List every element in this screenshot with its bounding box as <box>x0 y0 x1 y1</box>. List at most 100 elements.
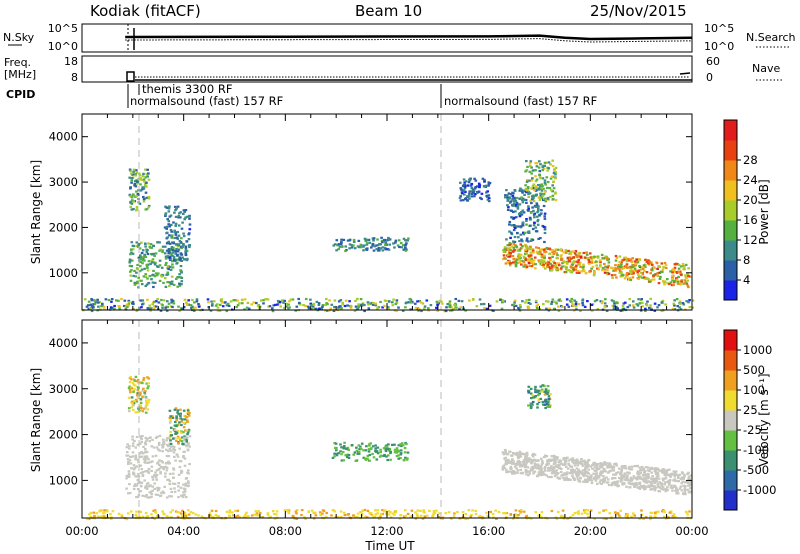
velocity-cell <box>399 449 403 452</box>
velocity-cell <box>399 443 402 446</box>
velocity-cell <box>186 443 189 446</box>
power-cell <box>469 184 473 187</box>
power-cell <box>151 258 155 261</box>
power-cell <box>589 256 593 259</box>
velocity-cell <box>688 480 692 483</box>
power-cell <box>141 299 145 302</box>
power-cell <box>506 247 510 250</box>
velocity-cell <box>161 466 165 469</box>
velocity-cell <box>600 464 603 467</box>
power-cell <box>158 241 161 244</box>
velocity-cell <box>515 467 518 470</box>
power-cell <box>522 233 526 236</box>
velocity-cell <box>366 509 370 512</box>
velocity-colorbar-swatch <box>724 390 737 411</box>
velocity-cell <box>546 459 549 462</box>
power-cell <box>511 194 515 197</box>
power-cell <box>87 300 91 303</box>
power-cell <box>549 177 553 180</box>
velocity-cell <box>187 481 190 485</box>
velocity-cell <box>183 464 187 467</box>
power-cell <box>510 224 514 227</box>
power-cell <box>507 206 510 209</box>
power-cell <box>532 194 535 197</box>
velocity-cell <box>397 444 401 447</box>
velocity-cell <box>154 476 158 479</box>
velocity-cell <box>169 449 173 452</box>
power-cell <box>150 278 153 281</box>
power-cell <box>367 238 371 241</box>
power-cell <box>152 244 155 248</box>
power-cell <box>472 190 475 193</box>
power-cell <box>337 243 341 246</box>
velocity-cell <box>177 413 180 416</box>
power-cell <box>188 215 191 218</box>
power-cell <box>620 267 624 270</box>
velocity-cell <box>356 452 360 455</box>
velocity-cell <box>581 469 585 472</box>
power-cell <box>436 309 440 312</box>
velocity-cell <box>447 511 451 514</box>
velocity-cell <box>138 435 142 438</box>
power-cell <box>172 221 175 224</box>
power-cell <box>595 299 599 302</box>
velocity-cell <box>617 514 621 517</box>
power-cell <box>151 281 155 284</box>
power-cell <box>164 212 168 215</box>
velocity-cell <box>404 514 408 517</box>
power-cell <box>158 264 162 267</box>
velocity-cell <box>653 489 657 492</box>
velocity-cell <box>393 443 396 446</box>
power-cell <box>142 195 145 199</box>
power-cell <box>559 299 563 302</box>
power-cell <box>593 271 596 275</box>
velocity-cell <box>147 382 150 385</box>
power-cell <box>671 307 675 310</box>
velocity-cell <box>146 376 149 379</box>
velocity-cell <box>540 457 543 460</box>
velocity-cell <box>619 480 623 483</box>
velocity-cell <box>504 462 508 465</box>
velocity-cell <box>634 481 638 485</box>
velocity-cell <box>545 474 548 477</box>
power-cell <box>375 248 378 251</box>
velocity-cell <box>547 397 551 400</box>
power-cell <box>630 267 633 270</box>
power-cell <box>543 179 547 182</box>
power-cell <box>606 266 610 269</box>
velocity-cell <box>517 513 520 517</box>
velocity-cell <box>542 456 546 459</box>
power-cell <box>649 279 652 282</box>
power-cell <box>618 260 621 264</box>
power-cell <box>508 201 512 204</box>
power-cell <box>182 306 186 309</box>
velocity-cell <box>546 392 549 395</box>
velocity-cell <box>330 514 333 517</box>
power-cell <box>377 306 381 309</box>
velocity-cell <box>176 515 180 518</box>
velocity-cell <box>228 514 232 517</box>
power-cell <box>177 305 180 308</box>
power-cell <box>140 268 144 271</box>
velocity-cell <box>135 484 139 487</box>
power-cell <box>274 303 277 306</box>
velocity-cell <box>590 464 594 467</box>
power-cell <box>166 300 169 303</box>
power-cell <box>525 239 528 242</box>
velocity-cell <box>686 488 690 491</box>
power-cell <box>508 251 512 255</box>
power-cell <box>599 261 602 264</box>
power-cell <box>207 301 210 304</box>
velocity-cell <box>155 446 159 449</box>
velocity-cell <box>368 444 371 447</box>
velocity-cell <box>638 517 641 520</box>
power-cell <box>101 302 104 305</box>
power-cell <box>289 298 293 301</box>
velocity-cell <box>531 467 535 470</box>
power-cell <box>652 278 656 281</box>
velocity-cell <box>562 515 566 518</box>
velocity-cell <box>538 392 541 395</box>
velocity-cell <box>128 388 132 392</box>
power-cell <box>363 309 366 313</box>
